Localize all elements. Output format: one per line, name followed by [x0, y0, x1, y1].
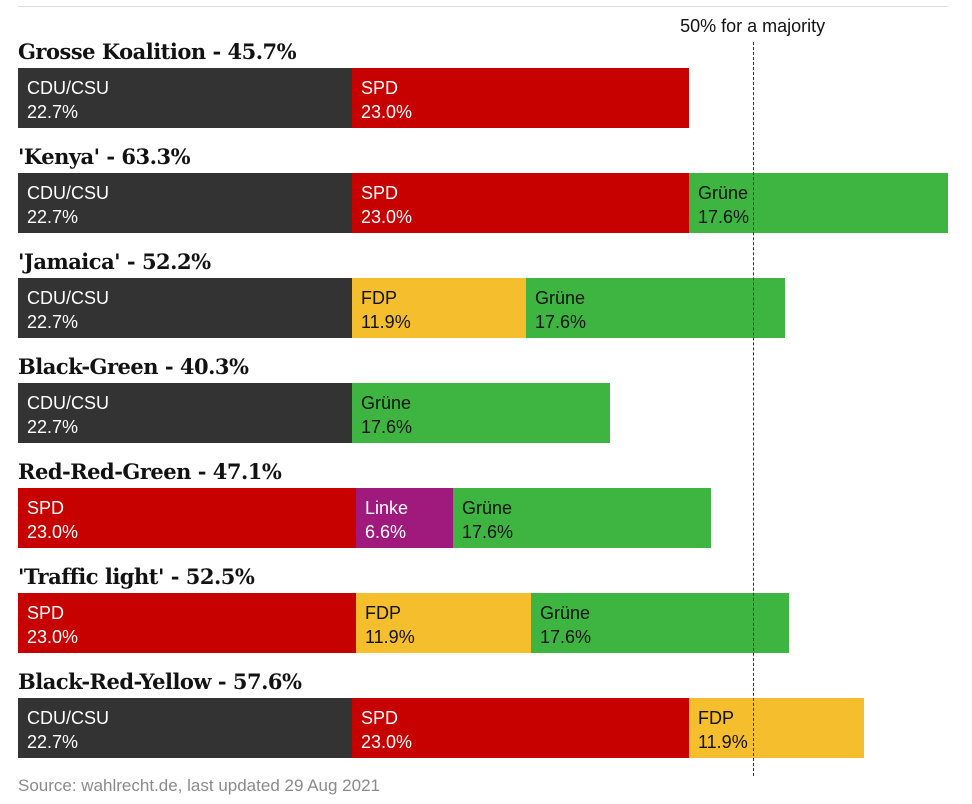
coalition-row: 'Traffic light' - 52.5% SPD 23.0% FDP 11.9% G…	[18, 564, 948, 654]
segment-value-label: 22.7%	[27, 312, 79, 332]
coalition-row: Black-Green - 40.3% CDU/CSU 22.7% Grüne 17.6…	[18, 354, 948, 444]
bar-segment: SPD 23.0%	[18, 593, 356, 653]
segment-value-label: 23.0%	[361, 207, 413, 227]
coalition-bar: SPD 23.0% Linke 6.6% Grüne 17.6%	[18, 488, 948, 548]
coalition-bar: CDU/CSU 22.7% SPD 23.0% FDP 11.9%	[18, 698, 948, 758]
segment-value-label: 23.0%	[27, 627, 79, 647]
coalition-title: 'Traffic light' - 52.5%	[18, 564, 255, 589]
segment-value-label: 23.0%	[361, 732, 413, 752]
segment-party-label: SPD	[27, 498, 65, 518]
segment-party-label: Grüne	[540, 603, 591, 623]
coalition-title: Black-Red-Yellow - 57.6%	[18, 669, 302, 694]
segment-party-label: FDP	[365, 603, 401, 623]
coalition-title: Grosse Koalition - 45.7%	[18, 39, 297, 64]
coalition-title: Red-Red-Green - 47.1%	[18, 459, 282, 484]
segment-party-label: Grüne	[698, 183, 749, 203]
coalition-row: Red-Red-Green - 47.1% SPD 23.0% Linke 6.6% Gr…	[18, 459, 948, 549]
segment-value-label: 17.6%	[535, 312, 587, 332]
segment-party-label: CDU/CSU	[27, 708, 110, 728]
segment-value-label: 17.6%	[698, 207, 750, 227]
bar-segment: CDU/CSU 22.7%	[18, 383, 352, 443]
bar-segment: Linke 6.6%	[356, 488, 453, 548]
bar-segment: CDU/CSU 22.7%	[18, 278, 352, 338]
segment-party-label: SPD	[361, 183, 399, 203]
segment-party-label: SPD	[361, 708, 399, 728]
segment-party-label: CDU/CSU	[27, 393, 110, 413]
bar-segment: SPD 23.0%	[352, 173, 689, 233]
segment-value-label: 23.0%	[27, 522, 79, 542]
segment-value-label: 6.6%	[365, 522, 407, 542]
bar-segment: Grüne 17.6%	[531, 593, 789, 653]
majority-label: 50% for a majority	[680, 16, 826, 36]
bar-segment: Grüne 17.6%	[352, 383, 610, 443]
coalition-title: Black-Green - 40.3%	[18, 354, 249, 379]
segment-party-label: FDP	[361, 288, 397, 308]
coalition-bar: SPD 23.0% FDP 11.9% Grüne 17.6%	[18, 593, 948, 653]
segment-party-label: Grüne	[361, 393, 412, 413]
bar-segment: SPD 23.0%	[352, 68, 689, 128]
bar-segment: Grüne 17.6%	[453, 488, 711, 548]
bar-segment: Grüne 17.6%	[526, 278, 785, 338]
segment-value-label: 17.6%	[462, 522, 514, 542]
segment-value-label: 11.9%	[361, 312, 411, 332]
source-note: Source: wahlrecht.de, last updated 29 Au…	[18, 776, 380, 795]
coalition-bar: CDU/CSU 22.7% SPD 23.0% Grüne 17.6%	[18, 173, 948, 233]
segment-party-label: SPD	[361, 78, 399, 98]
segment-value-label: 11.9%	[365, 627, 415, 647]
segment-party-label: Grüne	[535, 288, 586, 308]
segment-value-label: 22.7%	[27, 102, 79, 122]
bar-segment: SPD 23.0%	[352, 698, 689, 758]
coalition-bar: CDU/CSU 22.7% SPD 23.0%	[18, 68, 948, 128]
coalition-bar: CDU/CSU 22.7% Grüne 17.6%	[18, 383, 948, 443]
segment-party-label: Linke	[365, 498, 409, 518]
majority-line	[752, 42, 754, 776]
segment-value-label: 22.7%	[27, 207, 79, 227]
coalition-row: 'Kenya' - 63.3% CDU/CSU 22.7% SPD 23.0% Grüne…	[18, 144, 948, 234]
segment-party-label: Grüne	[462, 498, 513, 518]
segment-party-label: CDU/CSU	[27, 288, 110, 308]
coalition-row: Black-Red-Yellow - 57.6% CDU/CSU 22.7% SPD 2…	[18, 669, 948, 759]
segment-party-label: CDU/CSU	[27, 183, 110, 203]
bar-segment: CDU/CSU 22.7%	[18, 68, 352, 128]
bar-segment: Grüne 17.6%	[689, 173, 948, 233]
coalition-row: Grosse Koalition - 45.7% CDU/CSU 22.7% SPD 2…	[18, 39, 948, 129]
segment-value-label: 17.6%	[540, 627, 592, 647]
segment-party-label: CDU/CSU	[27, 78, 110, 98]
bar-segment: FDP 11.9%	[356, 593, 531, 653]
segment-value-label: 23.0%	[361, 102, 413, 122]
coalition-row: 'Jamaica' - 52.2% CDU/CSU 22.7% FDP 11.9% Grü…	[18, 249, 948, 339]
coalition-title: 'Jamaica' - 52.2%	[18, 249, 211, 274]
bar-segment: CDU/CSU 22.7%	[18, 698, 352, 758]
coalition-bar: CDU/CSU 22.7% FDP 11.9% Grüne 17.6%	[18, 278, 948, 338]
segment-value-label: 17.6%	[361, 417, 413, 437]
segment-value-label: 11.9%	[698, 732, 748, 752]
bar-segment: CDU/CSU 22.7%	[18, 173, 352, 233]
top-rule	[18, 6, 948, 7]
bar-segment: FDP 11.9%	[352, 278, 526, 338]
segment-party-label: SPD	[27, 603, 65, 623]
segment-value-label: 22.7%	[27, 417, 79, 437]
segment-value-label: 22.7%	[27, 732, 79, 752]
coalition-title: 'Kenya' - 63.3%	[18, 144, 191, 169]
bar-segment: SPD 23.0%	[18, 488, 356, 548]
segment-party-label: FDP	[698, 708, 734, 728]
bar-segment: FDP 11.9%	[689, 698, 864, 758]
